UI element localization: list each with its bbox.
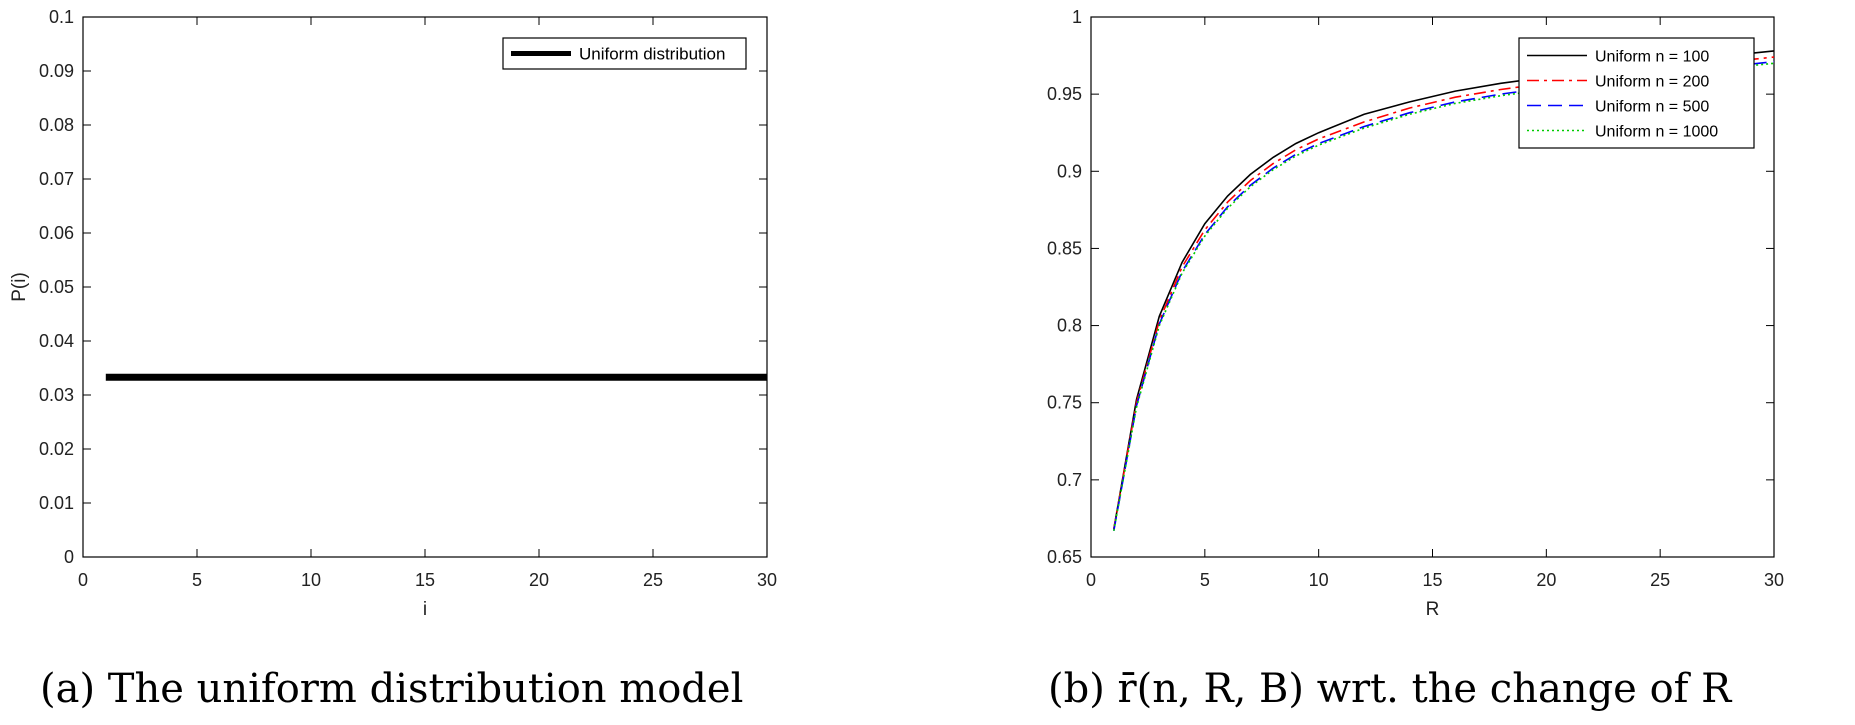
x-tick-label: 20 bbox=[529, 570, 549, 590]
x-tick-label: 5 bbox=[192, 570, 202, 590]
plot-frame bbox=[82, 16, 768, 558]
x-tick-label: 25 bbox=[643, 570, 663, 590]
y-tick-label: 0.02 bbox=[39, 439, 74, 459]
legend-label-3: Uniform n = 500 bbox=[1595, 99, 1709, 116]
x-axis-label: i bbox=[423, 599, 427, 620]
y-tick-label: 0.8 bbox=[1057, 316, 1082, 336]
y-tick-label: 0.95 bbox=[1047, 84, 1082, 104]
x-tick-label: 20 bbox=[1536, 570, 1556, 590]
y-tick-label: 0.1 bbox=[49, 7, 74, 27]
x-tick-label: 0 bbox=[1086, 570, 1096, 590]
legend: Uniform n = 100 Uniform n = 200 Uniform n … bbox=[1518, 37, 1755, 149]
legend-label-1: Uniform n = 100 bbox=[1595, 49, 1709, 66]
x-tick-label: 5 bbox=[1200, 570, 1210, 590]
y-tick-label: 0.03 bbox=[39, 385, 74, 405]
y-tick-label: 0.09 bbox=[39, 61, 74, 81]
y-tick-label: 1 bbox=[1072, 7, 1082, 27]
y-tick-label: 0.08 bbox=[39, 115, 74, 135]
x-tick-label: 0 bbox=[78, 570, 88, 590]
x-tick-label: 15 bbox=[415, 570, 435, 590]
caption: (b) r̄(n, R, B) wrt. the change of R bbox=[1048, 666, 1733, 712]
y-tick-label: 0.65 bbox=[1047, 547, 1082, 567]
y-tick-label: 0.06 bbox=[39, 223, 74, 243]
y-tick-label: 0.05 bbox=[39, 277, 74, 297]
x-tick-label: 10 bbox=[1309, 570, 1329, 590]
y-tick-label: 0.75 bbox=[1047, 393, 1082, 413]
legend-label-4: Uniform n = 1000 bbox=[1595, 124, 1718, 141]
legend-label-1: Uniform distribution bbox=[579, 45, 725, 64]
y-tick-label: 0.01 bbox=[39, 493, 74, 513]
y-tick-label: 0.04 bbox=[39, 331, 74, 351]
x-tick-label: 10 bbox=[301, 570, 321, 590]
chart-panel-a: 0 5 10 15 20 25 30 0 0.01 0.02 0.03 0.04 0.05 0.06 0.0… bbox=[9, 7, 777, 712]
y-tick-label: 0.85 bbox=[1047, 238, 1082, 258]
chart-panel-b: 0 5 10 15 20 25 30 0.65 0.7 0.75 0.8 0.85 0.9 0.95 1 R U… bbox=[1047, 7, 1784, 712]
legend-box bbox=[1518, 37, 1755, 149]
y-tick-label: 0 bbox=[64, 547, 74, 567]
x-tick-label: 15 bbox=[1422, 570, 1442, 590]
x-tick-label: 30 bbox=[757, 570, 777, 590]
y-tick-label: 0.07 bbox=[39, 169, 74, 189]
y-tick-label: 0.9 bbox=[1057, 161, 1082, 181]
y-axis-label: P(i) bbox=[9, 272, 30, 302]
x-tick-label: 25 bbox=[1650, 570, 1670, 590]
y-tick-label: 0.7 bbox=[1057, 470, 1082, 490]
legend: Uniform distribution bbox=[502, 37, 747, 70]
caption: (a) The uniform distribution model bbox=[40, 666, 743, 712]
x-tick-label: 30 bbox=[1764, 570, 1784, 590]
x-axis-label: R bbox=[1426, 599, 1440, 620]
legend-label-2: Uniform n = 200 bbox=[1595, 74, 1709, 91]
